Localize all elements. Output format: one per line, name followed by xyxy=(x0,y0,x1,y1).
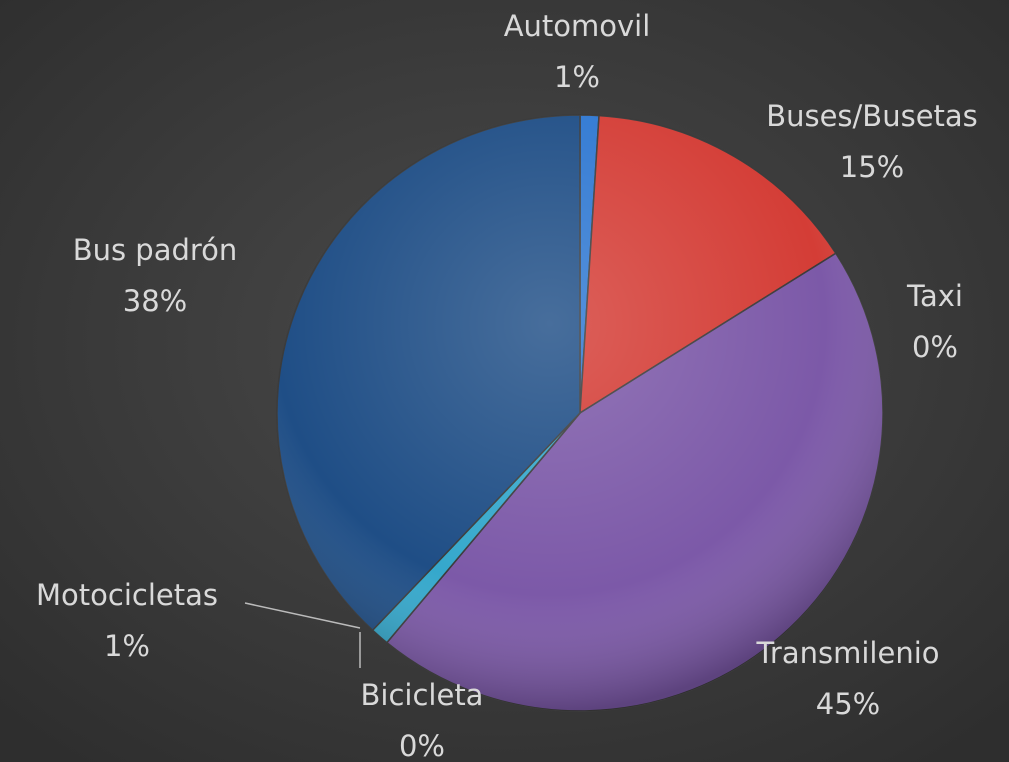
data-label-name: Bus padrón xyxy=(73,233,238,267)
data-label-value: 38% xyxy=(123,284,187,318)
data-label-name: Buses/Busetas xyxy=(766,99,978,133)
data-label-name: Automovil xyxy=(504,9,651,43)
leader-line xyxy=(244,602,361,629)
data-label-value: 0% xyxy=(399,729,445,762)
data-label-name: Transmilenio xyxy=(755,636,939,670)
data-label-name: Bicicleta xyxy=(361,678,484,712)
data-label-value: 1% xyxy=(554,60,600,94)
data-label-value: 15% xyxy=(840,150,904,184)
data-label-name: Motocicletas xyxy=(36,578,218,612)
data-label-value: 1% xyxy=(104,629,150,663)
data-label-name: Taxi xyxy=(906,279,963,313)
data-label-value: 45% xyxy=(816,687,880,721)
data-label-value: 0% xyxy=(912,330,958,364)
